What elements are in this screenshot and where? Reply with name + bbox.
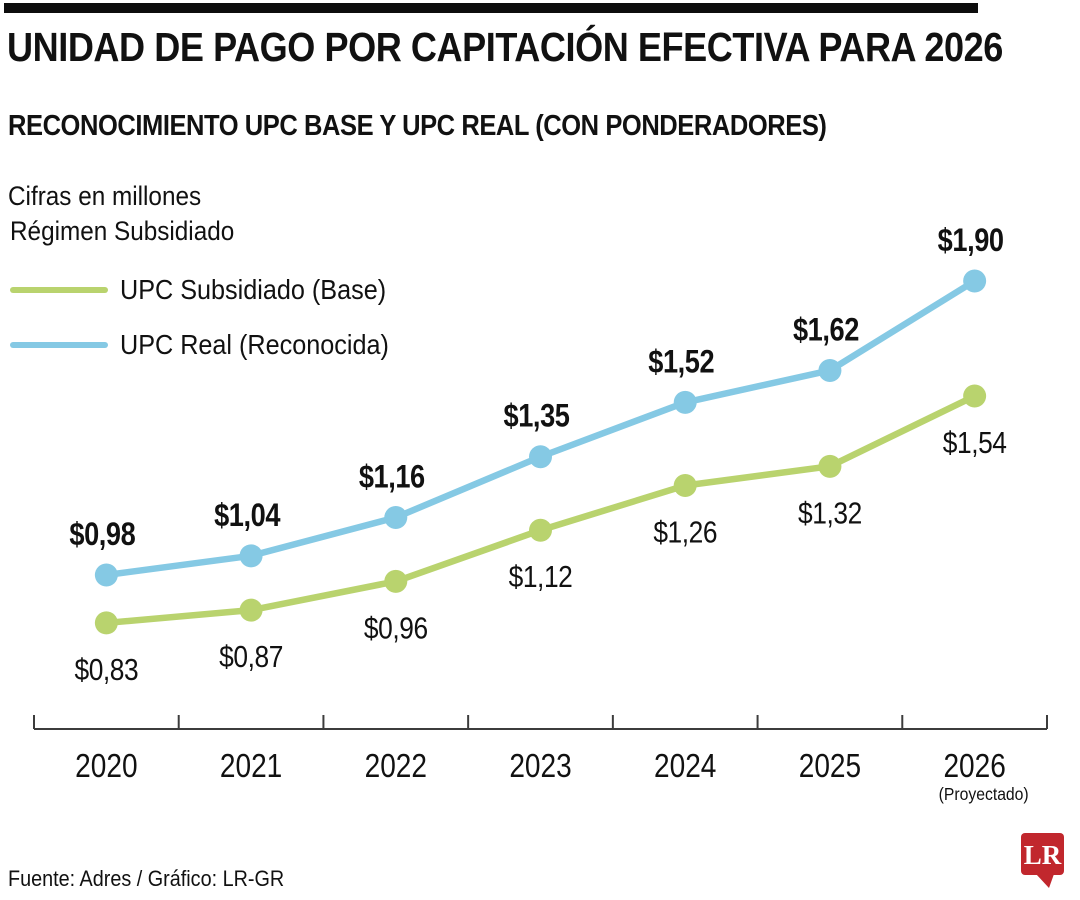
- lr-logo: LR: [1021, 833, 1064, 888]
- data-point-base-2026: [963, 384, 987, 408]
- lr-logo-box: [1021, 833, 1064, 875]
- page-title: UNIDAD DE PAGO POR CAPITACIÓN EFECTIVA P…: [7, 24, 1003, 70]
- data-label-real-2022: $1,16: [359, 459, 425, 495]
- lr-logo-tail: [1036, 874, 1054, 888]
- legend-swatch-base: [10, 287, 108, 293]
- data-point-real-2021: [239, 544, 263, 568]
- top-accent-bar: [4, 3, 978, 13]
- x-axis-label-2021: 2021: [220, 748, 282, 785]
- lr-logo-text: LR: [1024, 840, 1062, 870]
- x-axis-label-2022: 2022: [365, 748, 427, 785]
- data-label-base-2021: $0,87: [219, 640, 283, 674]
- x-axis-note: (Proyectado): [939, 784, 1029, 804]
- x-axis-label-2026: 2026: [943, 748, 1005, 785]
- data-point-base-2022: [384, 569, 408, 593]
- data-label-base-2023: $1,12: [509, 560, 573, 594]
- legend-label-base: UPC Subsidiado (Base): [120, 274, 387, 305]
- regime-label: Régimen Subsidiado: [10, 216, 235, 246]
- data-point-base-2024: [673, 474, 697, 498]
- legend-item-upc-subsidiado-base: UPC Subsidiado (Base): [10, 274, 416, 306]
- x-axis-label-2025: 2025: [799, 748, 861, 785]
- data-point-base-2025: [818, 454, 842, 478]
- data-label-base-2025: $1,32: [798, 496, 862, 530]
- legend-label-real: UPC Real (Reconocida): [120, 329, 389, 360]
- units-note: Cifras en millones: [8, 181, 202, 211]
- data-point-real-2025: [818, 358, 842, 382]
- data-label-base-2026: $1,54: [943, 426, 1007, 460]
- data-point-base-2020: [94, 611, 118, 635]
- data-point-base-2021: [239, 598, 263, 622]
- legend-item-upc-real-reconocida: UPC Real (Reconocida): [10, 329, 419, 361]
- data-point-real-2020: [94, 563, 118, 587]
- footer-source: Fuente: Adres / Gráfico: LR-GR: [8, 866, 285, 891]
- x-axis-label-2023: 2023: [509, 748, 571, 785]
- data-point-real-2023: [529, 445, 552, 469]
- legend-swatch-real: [10, 342, 108, 348]
- data-label-base-2024: $1,26: [653, 516, 717, 550]
- data-point-real-2024: [673, 390, 697, 414]
- x-axis-label-2020: 2020: [75, 748, 137, 785]
- data-label-base-2020: $0,83: [74, 653, 138, 687]
- data-label-real-2020: $0,98: [69, 517, 135, 553]
- data-point-real-2022: [384, 505, 408, 529]
- data-label-base-2022: $0,96: [364, 611, 428, 645]
- data-label-real-2023: $1,35: [504, 399, 570, 435]
- data-point-real-2026: [963, 269, 987, 293]
- data-label-real-2026: $1,90: [938, 223, 1004, 259]
- x-axis-label-2024: 2024: [654, 748, 716, 785]
- data-label-real-2025: $1,62: [793, 312, 859, 348]
- data-label-real-2021: $1,04: [214, 498, 281, 534]
- chart-subtitle: RECONOCIMIENTO UPC BASE Y UPC REAL (CON …: [8, 110, 827, 142]
- data-point-base-2023: [529, 518, 552, 542]
- data-label-real-2024: $1,52: [648, 344, 714, 380]
